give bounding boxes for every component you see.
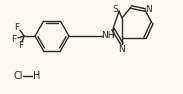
Text: H: H [33, 71, 41, 81]
Text: N: N [146, 6, 152, 14]
Text: F: F [18, 41, 24, 50]
Text: F: F [11, 34, 17, 44]
Text: S: S [112, 6, 118, 14]
Text: NH: NH [101, 31, 115, 41]
Text: N: N [119, 44, 125, 53]
Text: Cl: Cl [13, 71, 23, 81]
Text: F: F [14, 24, 20, 33]
